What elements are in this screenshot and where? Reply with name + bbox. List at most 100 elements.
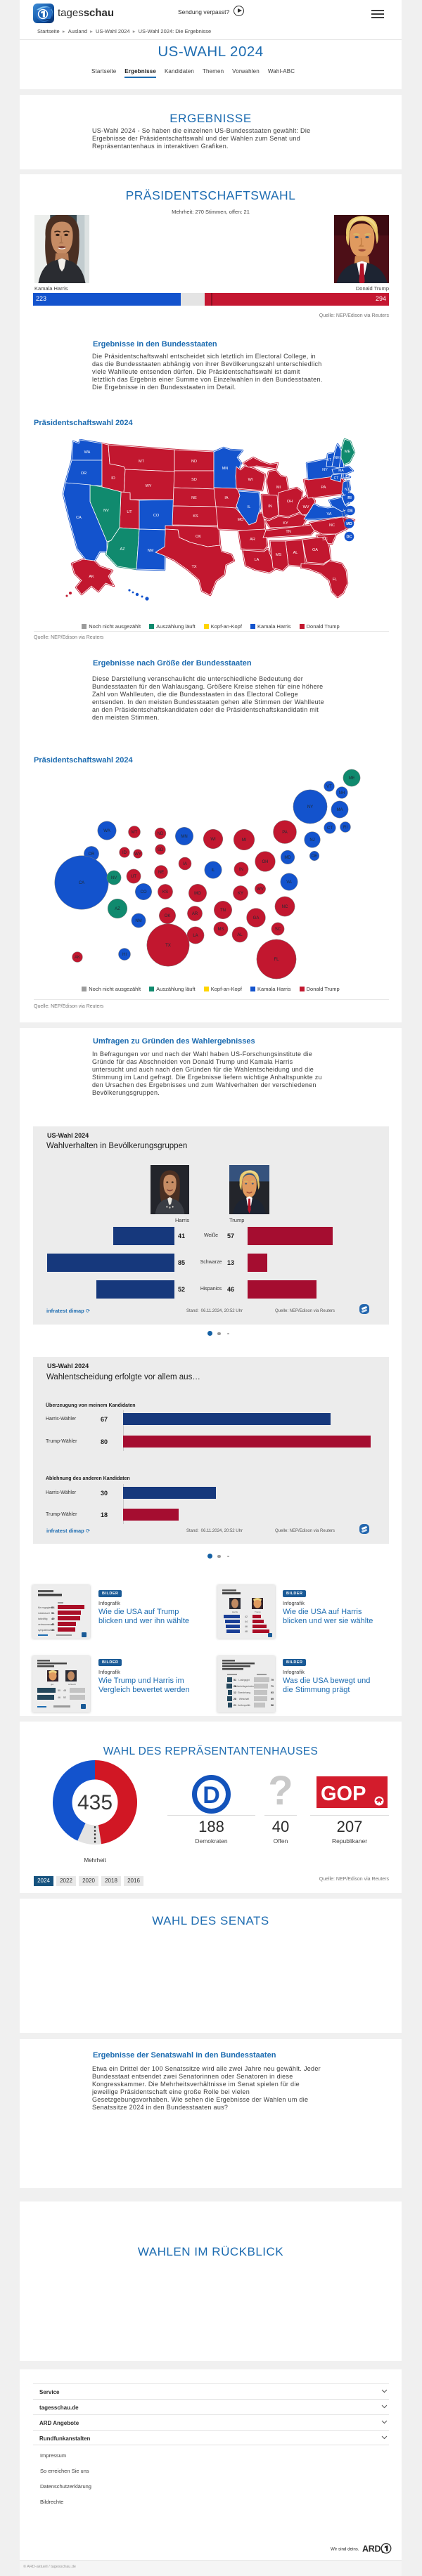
svg-text:D: D	[203, 1782, 220, 1809]
svg-text:12: 12	[234, 1691, 236, 1694]
svg-text:TN: TN	[220, 909, 226, 913]
svg-text:WY: WY	[134, 852, 141, 857]
svg-text:DE: DE	[347, 509, 353, 514]
svg-text:AR: AR	[192, 912, 198, 916]
svg-text:WV: WV	[303, 505, 309, 509]
svg-text:49: 49	[51, 1617, 55, 1620]
svg-text:CA: CA	[79, 881, 84, 885]
svg-text:IA: IA	[183, 862, 187, 866]
svg-text:NC: NC	[329, 523, 335, 528]
svg-text:FL: FL	[274, 958, 279, 962]
svg-text:44: 44	[245, 1620, 248, 1623]
svg-text:WV: WV	[257, 887, 264, 892]
svg-text:MD: MD	[346, 522, 352, 526]
svg-text:AR: AR	[250, 538, 255, 542]
svg-text:79: 79	[271, 1679, 274, 1681]
svg-text:42: 42	[245, 1615, 248, 1618]
svg-text:WA: WA	[84, 450, 91, 455]
svg-text:DC: DC	[347, 535, 352, 540]
svg-text:46: 46	[245, 1625, 248, 1628]
svg-text:MS: MS	[218, 928, 224, 932]
svg-text:UT: UT	[131, 875, 136, 879]
svg-text:ND: ND	[158, 832, 164, 836]
svg-text:NH: NH	[339, 791, 345, 795]
svg-text:MS: MS	[276, 553, 282, 557]
svg-text:ME: ME	[349, 776, 355, 781]
svg-text:NM: NM	[148, 549, 154, 553]
svg-text:MT: MT	[139, 460, 145, 464]
svg-text:52: 52	[63, 1696, 66, 1699]
svg-text:Harris: Harris	[232, 1611, 238, 1613]
svg-text:71: 71	[271, 1685, 274, 1688]
svg-text:Wirtschaft: Wirtschaft	[239, 1698, 249, 1700]
svg-text:MT: MT	[132, 831, 138, 835]
svg-text:SC: SC	[275, 928, 281, 932]
svg-text:50: 50	[58, 1689, 60, 1692]
svg-text:CO: CO	[141, 890, 147, 895]
svg-text:GA: GA	[253, 916, 260, 921]
svg-text:Wir sind deins.: Wir sind deins.	[331, 2547, 359, 2552]
svg-text:sympathisch: sympathisch	[38, 1629, 52, 1632]
svg-text:ID: ID	[122, 851, 127, 855]
svg-text:Trump: Trump	[255, 1611, 261, 1613]
svg-text:RI: RI	[343, 826, 347, 830]
svg-text:IN: IN	[239, 868, 243, 872]
svg-text:38: 38	[51, 1628, 55, 1632]
svg-text:NE: NE	[191, 496, 197, 500]
svg-text:IL: IL	[211, 869, 215, 873]
svg-text:Loslegsgbt: Loslegsgbt	[238, 1679, 250, 1681]
svg-text:GOP: GOP	[321, 1783, 366, 1805]
svg-text:NV: NV	[103, 509, 109, 513]
svg-text:69: 69	[271, 1698, 274, 1700]
svg-text:TN: TN	[286, 530, 290, 534]
svg-text:Scherkeltsgesindes: Scherkeltsgesindes	[234, 1685, 254, 1688]
svg-text:28: 28	[234, 1698, 236, 1700]
svg-text:MO: MO	[194, 892, 201, 896]
svg-text:UT: UT	[127, 510, 132, 514]
svg-text:SD: SD	[191, 478, 197, 482]
svg-text:NE: NE	[158, 871, 164, 875]
svg-text:435: 435	[77, 1791, 113, 1814]
svg-text:56: 56	[271, 1704, 274, 1707]
svg-text:NJ: NJ	[345, 488, 350, 492]
svg-text:PA: PA	[282, 831, 288, 835]
svg-text:AK: AK	[75, 956, 80, 960]
svg-text:für engagiert: für engagiert	[38, 1606, 52, 1609]
svg-text:Einerdehang: Einerdehang	[238, 1691, 250, 1694]
svg-text:vertrauensvoll: vertrauensvoll	[38, 1623, 53, 1626]
svg-text:IL: IL	[248, 505, 251, 509]
svg-text:gut: gut	[51, 1683, 53, 1686]
svg-text:ND: ND	[191, 460, 197, 464]
svg-text:PA: PA	[321, 486, 326, 490]
svg-text:21: 21	[234, 1704, 236, 1707]
svg-text:MI: MI	[276, 486, 281, 490]
svg-text:AK: AK	[89, 575, 94, 579]
svg-text:MN: MN	[222, 467, 229, 471]
svg-text:FL: FL	[333, 578, 337, 582]
svg-text:AZ: AZ	[120, 547, 125, 552]
svg-text:NJ: NJ	[309, 838, 314, 843]
svg-text:NY: NY	[322, 468, 328, 472]
svg-text:VT: VT	[327, 458, 331, 462]
svg-text:IN: IN	[268, 505, 272, 509]
svg-text:MA: MA	[337, 808, 343, 812]
svg-text:51: 51	[234, 1679, 236, 1681]
svg-text:LA: LA	[193, 934, 198, 938]
svg-text:CT: CT	[334, 476, 339, 481]
svg-text:NV: NV	[111, 876, 117, 880]
svg-text:MN: MN	[181, 835, 187, 839]
svg-text:CA: CA	[76, 516, 82, 520]
svg-text:ARD: ARD	[362, 2544, 381, 2554]
svg-text:SC: SC	[322, 538, 328, 542]
svg-text:MA: MA	[338, 469, 344, 473]
svg-text:OK: OK	[196, 535, 201, 539]
svg-text:41: 41	[51, 1622, 55, 1626]
svg-text:SD: SD	[158, 848, 164, 852]
svg-text:OH: OH	[287, 500, 293, 504]
svg-text:NM: NM	[135, 919, 141, 923]
svg-text:OR: OR	[89, 852, 96, 857]
svg-text:RI: RI	[347, 496, 352, 500]
svg-text:WI: WI	[248, 478, 253, 482]
svg-text:MI: MI	[242, 838, 247, 843]
svg-text:OH: OH	[262, 860, 269, 864]
